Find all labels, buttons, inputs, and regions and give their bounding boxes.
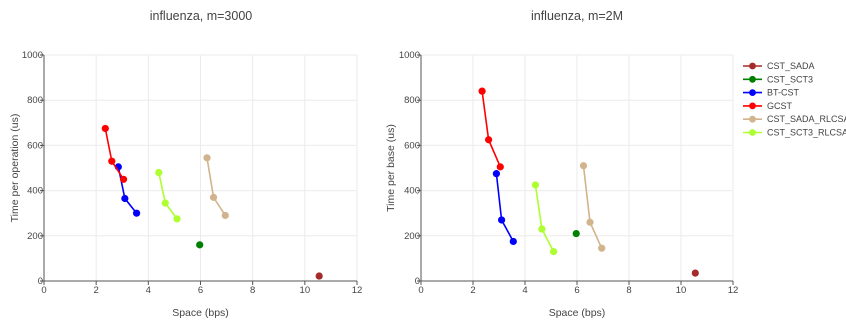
y-tick-label: 200 — [27, 231, 43, 242]
data-point-gcst — [496, 163, 504, 171]
x-tick-label: 8 — [250, 285, 255, 296]
y-tick-label: 1000 — [22, 50, 43, 61]
data-point-cst-sada — [691, 269, 699, 277]
x-tick-label: 2 — [470, 285, 475, 296]
series-line-gcst — [104, 128, 125, 180]
legend-label-cst-sct3: CST_SCT3 — [767, 74, 813, 84]
chart-panel-2: 0 2 4 6 8 10 12 0 200 400 600 800 1000 influenza, m=2… — [385, 9, 846, 319]
x-tick-label: 0 — [418, 285, 423, 296]
series-line-cst-sada-rlcsa — [206, 157, 226, 216]
y-tick-label: 0 — [38, 276, 43, 287]
x-tick-label: 4 — [146, 285, 151, 296]
y-tick-label: 800 — [404, 95, 420, 106]
x-tick-label: 4 — [522, 285, 527, 296]
data-point-cst-sada-rlcsa — [586, 218, 594, 226]
y-tick-label: 0 — [415, 276, 420, 287]
data-point-bt-cst — [121, 194, 129, 203]
legend-label-cst-sct3-rlcsa: CST_SCT3_RLCSA — [767, 128, 846, 138]
data-point-cst-sada-rlcsa — [598, 244, 606, 252]
x-axis-label: Space (bps) — [172, 307, 229, 319]
legend-marker-gcst — [749, 102, 756, 110]
data-point-gcst — [108, 157, 116, 165]
data-point-bt-cst — [509, 237, 517, 246]
legend-marker-cst-sct3-rlcsa — [749, 129, 756, 136]
x-tick-label: 2 — [94, 285, 99, 296]
data-point-bt-cst — [492, 170, 500, 178]
legend-label-bt-cst: BT-CST — [767, 88, 800, 98]
legend-label-cst-sada-rlcsa: CST_SADA_RLCSA — [767, 114, 846, 124]
legend-label-gcst: GCST — [767, 101, 793, 111]
data-point-cst-sada-rlcsa — [579, 162, 588, 170]
data-point-cst-sct3-rlcsa — [550, 248, 558, 256]
x-tick-label: 10 — [676, 285, 687, 296]
x-tick-label: 10 — [300, 285, 311, 296]
series-line-gcst — [481, 91, 502, 168]
data-point-bt-cst — [132, 209, 141, 217]
legend-marker-cst-sada-rlcsa — [749, 115, 756, 123]
y-tick-label: 600 — [27, 140, 43, 151]
data-point-gcst — [485, 136, 493, 144]
chart-title: influenza, m=2M — [531, 9, 623, 23]
legend-marker-cst-sct3 — [749, 75, 756, 83]
x-tick-label: 6 — [198, 285, 203, 296]
y-axis-label: Time per operation (us) — [9, 114, 21, 223]
data-point-cst-sada-rlcsa — [221, 211, 229, 220]
y-tick-label: 400 — [27, 186, 43, 197]
y-tick-label: 200 — [404, 231, 420, 242]
data-point-cst-sct3-rlcsa — [155, 168, 163, 177]
data-point-gcst — [119, 175, 128, 183]
data-point-cst-sct3-rlcsa — [531, 181, 540, 189]
legend-marker-bt-cst — [749, 89, 756, 96]
series-line-bt-cst — [117, 166, 138, 214]
data-point-cst-sct3-rlcsa — [538, 225, 546, 233]
data-point-gcst — [478, 87, 486, 95]
data-point-cst-sada — [315, 272, 323, 280]
chart-panel-1: 0 2 4 6 8 10 12 0 200 400 600 800 1000 influenza, m=3… — [9, 9, 362, 319]
y-tick-label: 800 — [27, 95, 43, 106]
legend-label-cst-sada: CST_SADA — [767, 61, 815, 71]
data-point-cst-sada-rlcsa — [203, 154, 211, 162]
data-point-cst-sct3-rlcsa — [173, 215, 181, 223]
y-tick-label: 600 — [404, 140, 420, 151]
x-tick-label: 6 — [574, 285, 579, 296]
x-tick-label: 12 — [728, 285, 739, 296]
data-point-gcst — [101, 124, 109, 133]
data-point-cst-sct3 — [572, 229, 580, 238]
data-point-cst-sct3-rlcsa — [161, 199, 169, 207]
x-axis-label: Space (bps) — [549, 307, 606, 319]
series-line-cst-sct3-rlcsa — [534, 184, 555, 252]
legend-marker-cst-sada — [749, 62, 756, 70]
legend: CST_SADA CST_SCT3 BT-CST GCST CST_SADA_RLCSA… — [743, 61, 846, 138]
data-point-bt-cst — [498, 216, 506, 224]
data-point-cst-sct3 — [196, 241, 204, 249]
series-line-cst-sct3-rlcsa — [157, 172, 178, 220]
y-tick-label: 400 — [404, 186, 420, 197]
data-point-cst-sada-rlcsa — [209, 193, 218, 201]
y-axis-label: Time per base (us) — [385, 124, 397, 212]
chart-title: influenza, m=3000 — [150, 9, 253, 23]
y-tick-label: 1000 — [399, 50, 420, 61]
x-tick-label: 0 — [41, 285, 46, 296]
x-tick-label: 12 — [352, 285, 363, 296]
x-tick-label: 8 — [626, 285, 631, 296]
series-line-bt-cst — [495, 173, 515, 242]
